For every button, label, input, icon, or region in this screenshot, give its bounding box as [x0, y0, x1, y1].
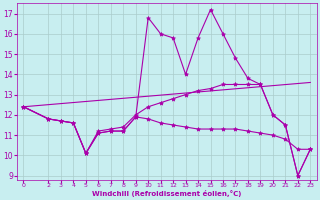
- X-axis label: Windchill (Refroidissement éolien,°C): Windchill (Refroidissement éolien,°C): [92, 190, 242, 197]
